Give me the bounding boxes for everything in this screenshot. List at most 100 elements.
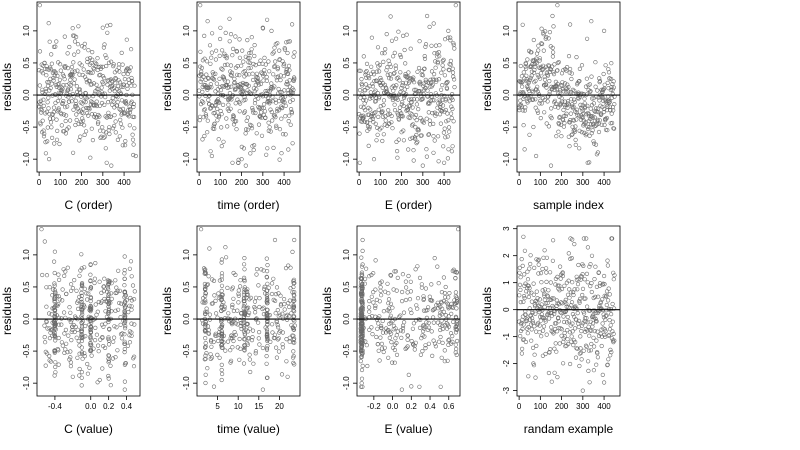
data-point [410,326,416,331]
data-points [357,3,458,168]
data-point [601,71,606,77]
data-point [88,285,93,290]
data-point [248,65,253,70]
data-point [568,89,573,95]
data-point [130,137,136,142]
data-point [256,96,261,101]
data-point [539,41,544,46]
data-point [277,48,282,53]
data-point [423,346,428,351]
data-point [542,77,548,82]
data-point [111,123,117,129]
data-point [276,108,281,113]
data-point [453,342,458,347]
data-point [610,319,615,324]
data-point [89,99,94,104]
data-point [580,286,586,292]
data-point [445,301,450,306]
data-point [375,326,380,331]
data-point [520,263,525,269]
data-point [49,125,54,130]
data-point [277,57,282,62]
data-point [197,73,202,78]
data-point [242,347,247,352]
data-point [450,97,455,102]
data-point [388,14,393,19]
data-point [283,103,288,108]
data-point [571,343,576,348]
data-point [290,22,295,27]
data-point [409,112,414,117]
data-point [42,131,47,136]
x-tick-label: 0 [517,402,522,411]
data-point [282,297,287,302]
data-point [549,310,554,316]
data-point [364,61,370,67]
data-point [260,25,265,30]
data-point [72,52,77,57]
data-point [231,114,236,119]
data-point [63,113,69,118]
data-point [68,364,73,369]
data-point [65,104,70,109]
data-point [122,276,127,282]
data-point [584,131,589,136]
data-point [48,85,53,91]
data-point [368,107,373,112]
data-point [440,103,446,108]
data-point [440,82,445,88]
data-point [423,308,428,313]
x-tick-label: 0 [357,178,362,187]
data-point [204,114,209,119]
data-point [265,301,270,306]
data-point [595,88,600,93]
data-point [395,275,400,281]
data-point [591,344,597,349]
data-point [550,238,556,243]
data-point [426,320,431,326]
data-point [453,3,458,8]
data-point [52,349,58,354]
data-point [132,83,137,88]
data-point [520,108,526,113]
data-point [542,110,547,115]
data-point [252,305,257,310]
data-point [565,101,570,106]
data-point [362,119,368,124]
data-point [275,41,280,46]
data-point [262,286,267,292]
data-point [602,106,607,112]
data-point [585,280,590,285]
data-point [415,306,420,311]
data-point [517,282,523,288]
data-point [411,342,416,348]
data-point [422,53,427,59]
data-point [238,278,243,283]
data-point [259,110,264,115]
data-point [531,292,536,297]
data-point [555,283,560,288]
data-point [280,311,285,316]
data-point [65,51,70,56]
data-point [264,314,269,319]
data-point [561,314,566,319]
data-point [405,107,410,112]
data-point [104,63,109,69]
data-point [122,289,127,294]
data-point [94,103,99,109]
data-point [63,327,68,333]
data-point [249,126,255,131]
data-point [93,261,98,266]
data-point [569,300,575,305]
data-point [417,79,423,84]
data-point [290,141,295,146]
data-point [241,292,247,297]
data-point [82,286,87,292]
data-point [85,361,90,367]
data-point [593,294,598,300]
data-point [228,106,233,111]
y-tick-label: -3 [502,387,511,395]
data-point [522,272,527,277]
data-point [52,320,58,326]
data-point [396,29,401,34]
